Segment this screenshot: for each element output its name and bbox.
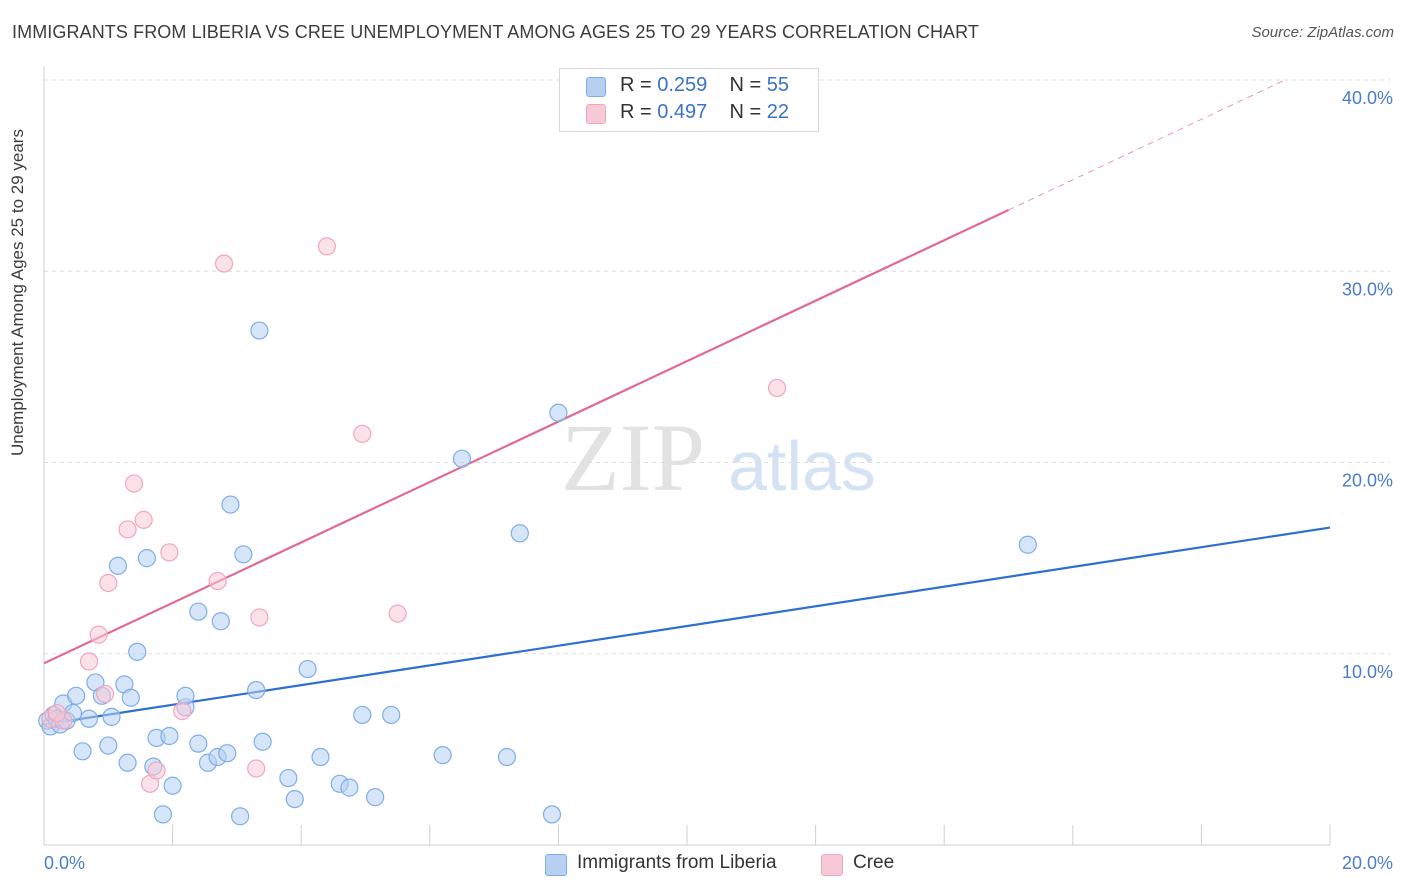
- point-liberia: [176, 686, 195, 705]
- legend-r-value-cree: 0.497: [657, 101, 708, 123]
- point-liberia: [221, 495, 240, 514]
- legend-n-value-cree: 22: [766, 101, 790, 123]
- point-liberia: [298, 659, 317, 679]
- bottom-legend-swatch-liberia: [545, 854, 567, 876]
- point-liberia: [433, 746, 452, 765]
- legend: R = 0.259 N = 55 R = 0.497 N = 22: [559, 68, 819, 132]
- point-liberia: [353, 705, 372, 725]
- legend-r-value-liberia: 0.259: [657, 74, 708, 96]
- point-liberia: [73, 742, 92, 761]
- point-liberia: [542, 805, 562, 824]
- bottom-legend-label-cree: Cree: [853, 852, 895, 873]
- point-cree: [214, 254, 234, 273]
- point-liberia: [549, 403, 568, 422]
- chart-title: IMMIGRANTS FROM LIBERIA VS CREE UNEMPLOY…: [12, 22, 980, 42]
- point-liberia: [382, 705, 401, 725]
- point-liberia: [102, 707, 121, 726]
- point-liberia: [234, 545, 253, 564]
- point-liberia: [189, 602, 208, 621]
- y-tick-label: 10.0%: [1342, 662, 1393, 682]
- point-liberia: [137, 549, 156, 568]
- legend-text-cree: R = 0.497 N = 22: [620, 101, 789, 124]
- point-cree: [147, 761, 166, 780]
- data-points: [38, 237, 1037, 826]
- legend-n-value-liberia: 55: [766, 74, 790, 96]
- point-cree: [247, 759, 266, 778]
- watermark-atlas: atlas: [728, 427, 876, 505]
- x-tick-label-left: 0.0%: [44, 853, 85, 873]
- point-liberia: [153, 805, 173, 824]
- point-cree: [160, 543, 179, 562]
- point-liberia: [1018, 535, 1037, 554]
- point-cree: [124, 474, 144, 493]
- bottom-legend-label-liberia: Immigrants from Liberia: [577, 852, 777, 873]
- y-tick-label: 20.0%: [1342, 471, 1393, 491]
- legend-n-label: N =: [729, 101, 762, 123]
- point-liberia: [218, 744, 237, 763]
- point-cree: [95, 684, 115, 704]
- point-liberia: [99, 736, 118, 755]
- legend-r-label: R =: [620, 101, 652, 123]
- x-tick-label-right: 20.0%: [1342, 853, 1393, 873]
- legend-swatch-liberia: [586, 77, 606, 97]
- point-cree: [47, 703, 66, 723]
- chart-source: Source: ZipAtlas.com: [1251, 24, 1394, 41]
- point-liberia: [118, 753, 137, 772]
- point-cree: [388, 604, 407, 623]
- point-cree: [173, 702, 192, 721]
- point-liberia: [250, 321, 269, 340]
- point-liberia: [128, 642, 147, 661]
- point-liberia: [497, 747, 517, 767]
- point-liberia: [189, 734, 208, 753]
- point-liberia: [79, 709, 99, 728]
- point-liberia: [279, 768, 298, 788]
- trend-line-cree-extension: [1008, 79, 1286, 211]
- point-liberia: [231, 807, 250, 826]
- y-tick-label: 40.0%: [1342, 88, 1393, 108]
- point-cree: [767, 378, 787, 398]
- trend-lines: [43, 79, 1331, 726]
- bottom-legend-swatch-cree: [821, 854, 843, 876]
- point-cree: [317, 237, 337, 256]
- point-liberia: [121, 688, 140, 707]
- legend-r-label: R =: [620, 74, 652, 96]
- watermark-zip: ZIP: [561, 404, 705, 511]
- y-tick-label: 30.0%: [1342, 279, 1393, 299]
- point-cree: [250, 608, 269, 627]
- watermark: ZIP atlas: [561, 404, 876, 511]
- legend-n-label: N =: [729, 74, 762, 96]
- point-liberia: [67, 686, 86, 705]
- point-liberia: [108, 556, 128, 575]
- legend-swatch-cree: [586, 104, 606, 124]
- point-liberia: [510, 524, 529, 543]
- point-cree: [208, 571, 227, 591]
- point-liberia: [163, 776, 182, 795]
- point-cree: [118, 520, 137, 539]
- point-cree: [353, 424, 372, 443]
- point-liberia: [211, 612, 230, 631]
- point-liberia: [366, 788, 385, 807]
- point-liberia: [247, 680, 266, 700]
- point-liberia: [160, 726, 179, 746]
- point-liberia: [253, 732, 272, 751]
- legend-text-liberia: R = 0.259 N = 55: [620, 74, 789, 97]
- point-cree: [79, 652, 99, 671]
- point-liberia: [311, 747, 330, 767]
- tick-labels: 10.0% 20.0% 30.0% 40.0% 0.0% 20.0%: [44, 88, 1393, 873]
- point-cree: [99, 573, 118, 593]
- point-cree: [89, 625, 108, 644]
- point-liberia: [285, 789, 304, 809]
- point-liberia: [452, 449, 472, 468]
- point-cree: [134, 510, 153, 529]
- trend-line-cree: [43, 209, 1009, 665]
- point-liberia: [340, 778, 359, 797]
